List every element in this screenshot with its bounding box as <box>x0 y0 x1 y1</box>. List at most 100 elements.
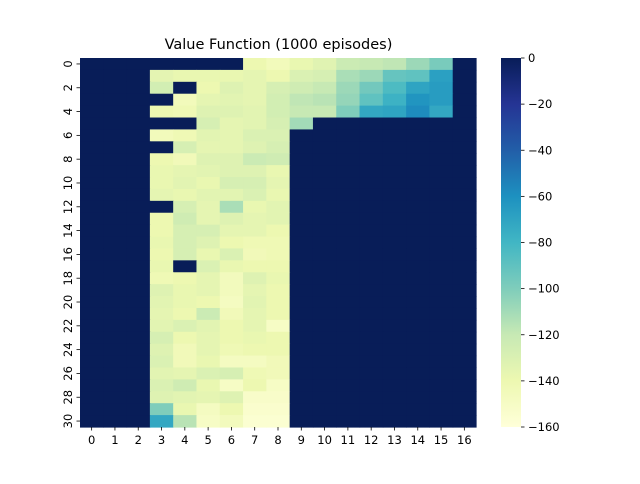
heatmap-cell <box>103 141 128 154</box>
heatmap-cell <box>266 188 291 202</box>
heatmap-cell <box>429 236 454 250</box>
heatmap-cell <box>289 177 314 190</box>
y-tick-label: 2 <box>61 84 75 91</box>
heatmap-cell <box>452 296 477 309</box>
heatmap-cell <box>266 81 291 95</box>
heatmap-cell <box>266 69 291 83</box>
heatmap-cell <box>336 236 361 250</box>
heatmap-cell <box>103 415 128 428</box>
heatmap-cell <box>452 272 477 285</box>
heatmap-cell <box>243 200 267 214</box>
heatmap-cell <box>266 177 291 190</box>
heatmap-cell <box>382 331 407 345</box>
heatmap-cell <box>196 117 221 131</box>
colorbar-tick-label: −100 <box>528 282 560 296</box>
heatmap-cell <box>382 403 407 416</box>
heatmap-cell <box>219 200 244 214</box>
y-tick-label: 18 <box>61 271 75 286</box>
heatmap-cell <box>359 69 384 83</box>
heatmap-cell <box>289 105 314 119</box>
heatmap-cell <box>80 367 104 380</box>
y-tick-label: 26 <box>61 366 75 381</box>
heatmap-cell <box>196 248 221 261</box>
heatmap-cell <box>289 129 314 142</box>
heatmap-cell <box>382 105 407 119</box>
heatmap-cell <box>149 248 174 261</box>
heatmap-cell <box>359 129 384 142</box>
heatmap-cell <box>219 343 244 357</box>
heatmap-cell <box>196 212 221 226</box>
heatmap-cell <box>312 224 337 238</box>
heatmap-cell <box>406 284 431 297</box>
heatmap-cell <box>429 367 454 380</box>
heatmap-cell <box>219 129 244 142</box>
heatmap-cell <box>382 319 407 333</box>
heatmap-cell <box>103 81 128 95</box>
heatmap-cell <box>406 58 431 71</box>
heatmap-cell <box>382 93 407 107</box>
heatmap-cell <box>359 272 384 285</box>
heatmap-cell <box>429 69 454 83</box>
heatmap-cell <box>289 117 314 131</box>
heatmap-cell <box>289 379 314 392</box>
heatmap-cell <box>80 105 104 119</box>
heatmap-cell <box>149 69 174 83</box>
heatmap-cell <box>429 319 454 333</box>
heatmap-cell <box>126 415 151 428</box>
heatmap-cell <box>266 403 291 416</box>
heatmap-cell <box>382 129 407 142</box>
heatmap-cell <box>266 260 291 273</box>
heatmap-cell <box>406 81 431 95</box>
heatmap-cell <box>173 153 198 166</box>
heatmap-cell <box>196 355 221 369</box>
heatmap-cell <box>126 81 151 95</box>
heatmap-cell <box>359 379 384 392</box>
heatmap-cell <box>173 284 198 297</box>
heatmap-cell <box>406 165 431 178</box>
heatmap-cell <box>429 93 454 107</box>
heatmap-cell <box>336 153 361 166</box>
heatmap-cell <box>406 391 431 404</box>
heatmap-cell <box>429 391 454 404</box>
x-tick-label: 15 <box>434 433 449 447</box>
heatmap-cell <box>219 379 244 392</box>
heatmap-cell <box>336 296 361 309</box>
x-tick-label: 8 <box>274 433 281 447</box>
heatmap-cell <box>359 177 384 190</box>
heatmap-cell <box>103 355 128 369</box>
heatmap-cell <box>103 224 128 238</box>
heatmap-cell <box>103 117 128 131</box>
heatmap-cell <box>312 165 337 178</box>
x-tick-label: 6 <box>228 433 235 447</box>
heatmap-cell <box>149 296 174 309</box>
heatmap-cell <box>406 403 431 416</box>
heatmap-cell <box>149 165 174 178</box>
heatmap-cell <box>429 188 454 202</box>
heatmap-cell <box>196 307 221 321</box>
heatmap-cell <box>266 415 291 428</box>
y-tick-label: 20 <box>61 295 75 310</box>
heatmap-cell <box>80 415 104 428</box>
heatmap-cell <box>289 69 314 83</box>
heatmap-cell <box>126 224 151 238</box>
heatmap-cell <box>289 307 314 321</box>
heatmap-cell <box>382 260 407 273</box>
heatmap-cell <box>126 391 151 404</box>
heatmap-cell <box>103 212 128 226</box>
heatmap-cell <box>359 355 384 369</box>
heatmap-cell <box>289 93 314 107</box>
heatmap-cell <box>219 415 244 428</box>
heatmap-cell <box>359 188 384 202</box>
heatmap-cell <box>452 284 477 297</box>
heatmap-cell <box>359 224 384 238</box>
heatmap-cell <box>219 165 244 178</box>
heatmap-cell <box>173 212 198 226</box>
heatmap-cell <box>219 272 244 285</box>
heatmap-cell <box>196 415 221 428</box>
heatmap-cell <box>312 188 337 202</box>
heatmap-cell <box>219 391 244 404</box>
heatmap-cell <box>103 177 128 190</box>
heatmap-cell <box>80 129 104 142</box>
y-tick-label: 22 <box>61 319 75 334</box>
heatmap-cell <box>219 69 244 83</box>
